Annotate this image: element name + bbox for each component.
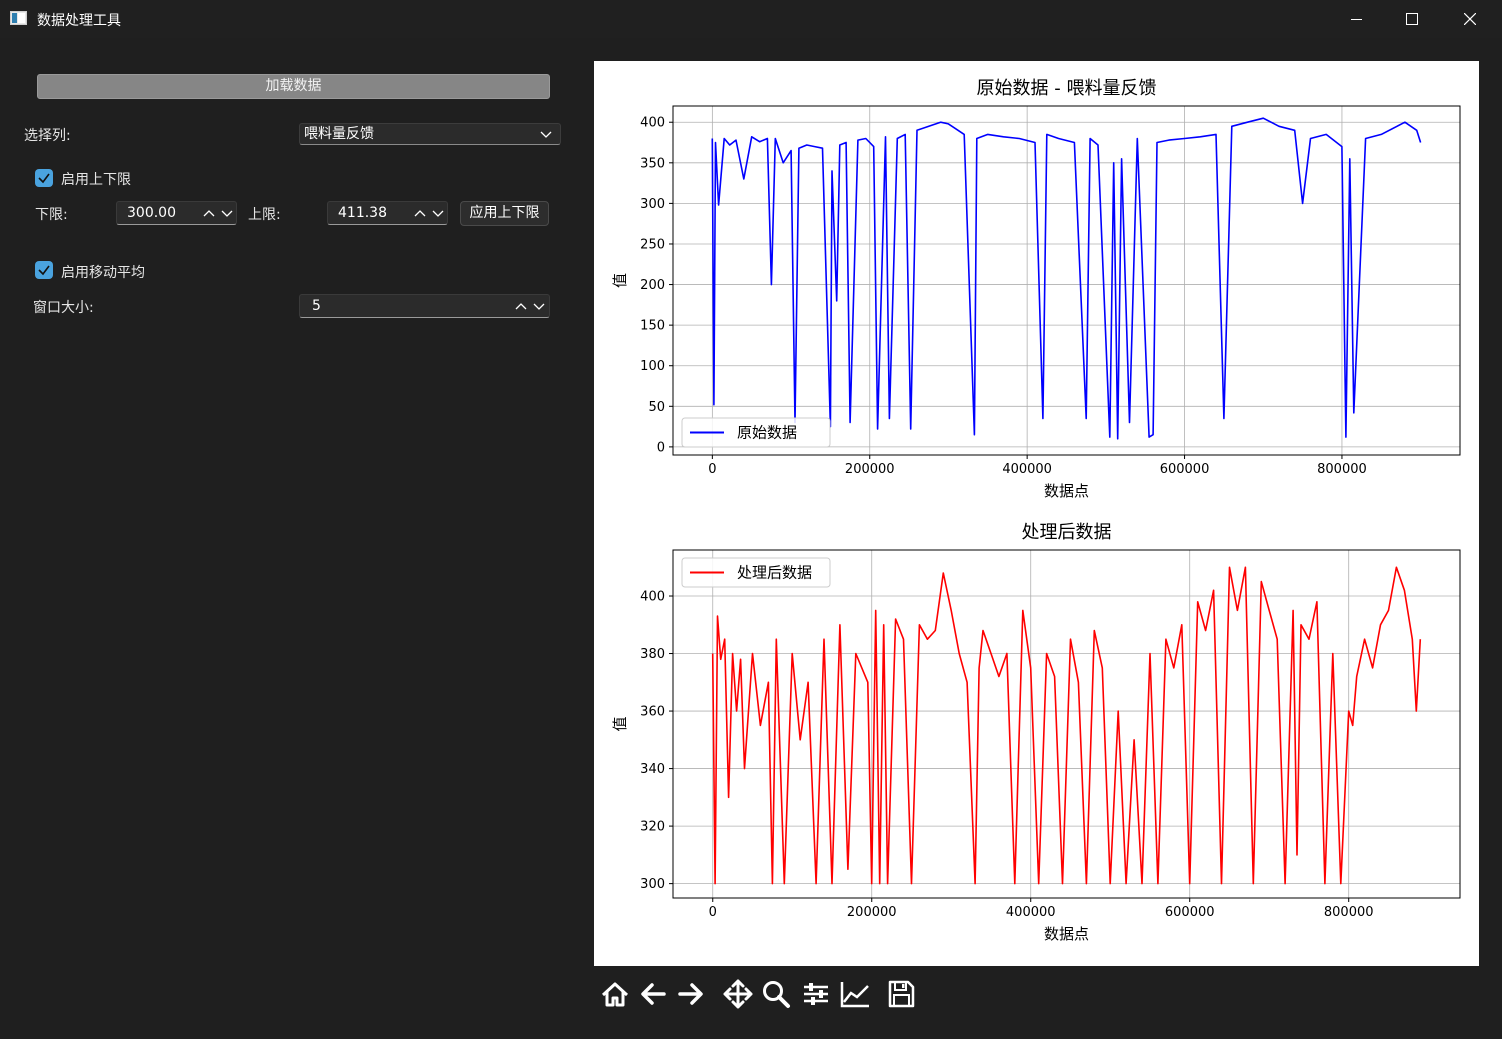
zoom-icon[interactable] bbox=[760, 978, 792, 1010]
enable-moving-average-label: 启用移动平均 bbox=[61, 265, 145, 281]
x-tick-label: 600000 bbox=[1160, 462, 1210, 477]
configure-subplots-icon[interactable] bbox=[800, 978, 832, 1010]
spin-down-icon[interactable] bbox=[430, 206, 446, 220]
y-tick-label: 350 bbox=[640, 156, 665, 171]
y-tick-label: 400 bbox=[640, 116, 665, 131]
navigation-toolbar bbox=[594, 978, 934, 1014]
select-column-label: 选择列: bbox=[24, 128, 71, 144]
checkmark-icon bbox=[38, 173, 50, 184]
chevron-down-icon bbox=[540, 131, 552, 138]
minimize-button[interactable] bbox=[1333, 0, 1379, 38]
series-line bbox=[711, 566, 1422, 885]
load-data-button[interactable]: 加载数据 bbox=[37, 74, 550, 99]
spin-up-icon[interactable] bbox=[201, 206, 217, 220]
lower-limit-value: 300.00 bbox=[127, 205, 176, 221]
y-tick-label: 100 bbox=[640, 359, 665, 374]
window-title: 数据处理工具 bbox=[37, 13, 121, 29]
upper-limit-label: 上限: bbox=[248, 207, 281, 223]
close-button[interactable] bbox=[1447, 0, 1493, 38]
upper-limit-value: 411.38 bbox=[338, 205, 387, 221]
y-tick-label: 300 bbox=[640, 197, 665, 212]
select-column-value: 喂料量反馈 bbox=[304, 126, 374, 142]
x-axis-label: 数据点 bbox=[1044, 482, 1089, 500]
pan-icon[interactable] bbox=[722, 978, 754, 1010]
title-bar: 数据处理工具 bbox=[0, 0, 1502, 38]
y-tick-label: 320 bbox=[640, 820, 665, 835]
axes-frame bbox=[672, 105, 1461, 456]
x-tick-label: 200000 bbox=[845, 462, 895, 477]
legend-box bbox=[681, 417, 831, 448]
y-tick-label: 150 bbox=[640, 319, 665, 334]
y-tick-label: 200 bbox=[640, 278, 665, 293]
spin-down-icon[interactable] bbox=[219, 206, 235, 220]
close-icon bbox=[1464, 13, 1476, 25]
spin-up-icon[interactable] bbox=[412, 206, 428, 220]
apply-limits-button[interactable]: 应用上下限 bbox=[460, 201, 549, 226]
enable-limits-checkbox[interactable] bbox=[35, 169, 53, 187]
window-size-spinbox[interactable]: 5 bbox=[299, 294, 550, 318]
window-size-value: 5 bbox=[312, 298, 321, 314]
spin-up-icon[interactable] bbox=[513, 299, 529, 313]
legend-label: 原始数据 bbox=[737, 424, 797, 442]
legend-label: 处理后数据 bbox=[737, 564, 812, 582]
y-tick-label: 0 bbox=[657, 440, 665, 455]
lower-limit-spinbox[interactable]: 300.00 bbox=[116, 201, 237, 225]
y-tick-label: 380 bbox=[640, 647, 665, 662]
enable-limits-label: 启用上下限 bbox=[61, 172, 131, 188]
x-tick-label: 400000 bbox=[1002, 462, 1052, 477]
y-tick-label: 340 bbox=[640, 762, 665, 777]
chart-title: 原始数据 - 喂料量反馈 bbox=[977, 78, 1157, 99]
chart-title: 处理后数据 bbox=[1022, 522, 1112, 543]
y-tick-label: 360 bbox=[640, 705, 665, 720]
maximize-icon bbox=[1406, 13, 1418, 25]
x-tick-label: 200000 bbox=[847, 905, 897, 920]
enable-moving-average-checkbox[interactable] bbox=[35, 261, 53, 279]
x-axis-label: 数据点 bbox=[1044, 925, 1089, 943]
minimize-icon bbox=[1350, 18, 1362, 20]
select-column-combo[interactable]: 喂料量反馈 bbox=[299, 123, 561, 145]
spin-down-icon[interactable] bbox=[531, 299, 547, 313]
series-line bbox=[711, 117, 1422, 440]
y-tick-label: 400 bbox=[640, 590, 665, 605]
app-icon bbox=[10, 11, 27, 25]
x-tick-label: 400000 bbox=[1006, 905, 1056, 920]
x-tick-label: 800000 bbox=[1317, 462, 1367, 477]
x-tick-label: 600000 bbox=[1165, 905, 1215, 920]
y-tick-label: 250 bbox=[640, 237, 665, 252]
edit-axis-icon[interactable] bbox=[838, 978, 870, 1010]
lower-limit-label: 下限: bbox=[35, 207, 68, 223]
y-tick-label: 300 bbox=[640, 877, 665, 892]
y-axis-label: 值 bbox=[611, 273, 629, 288]
y-axis-label: 值 bbox=[611, 716, 629, 731]
legend-box bbox=[681, 557, 831, 588]
x-tick-label: 0 bbox=[708, 462, 716, 477]
x-tick-label: 800000 bbox=[1324, 905, 1374, 920]
y-tick-label: 50 bbox=[648, 400, 665, 415]
x-tick-label: 0 bbox=[709, 905, 717, 920]
upper-limit-spinbox[interactable]: 411.38 bbox=[327, 201, 448, 225]
maximize-button[interactable] bbox=[1389, 0, 1435, 38]
home-icon[interactable] bbox=[599, 978, 631, 1010]
window-size-label: 窗口大小: bbox=[33, 300, 94, 316]
checkmark-icon bbox=[38, 265, 50, 276]
plot-figure[interactable]: 0 200000 400000 600000 800000 0 50 100 150 200 250… bbox=[594, 61, 1479, 966]
save-icon[interactable] bbox=[885, 978, 917, 1010]
forward-icon[interactable] bbox=[674, 978, 706, 1010]
plot-canvas[interactable]: 0 200000 400000 600000 800000 0 50 100 150 200 250… bbox=[594, 61, 1479, 966]
back-icon[interactable] bbox=[638, 978, 670, 1010]
axes-frame bbox=[672, 549, 1461, 899]
